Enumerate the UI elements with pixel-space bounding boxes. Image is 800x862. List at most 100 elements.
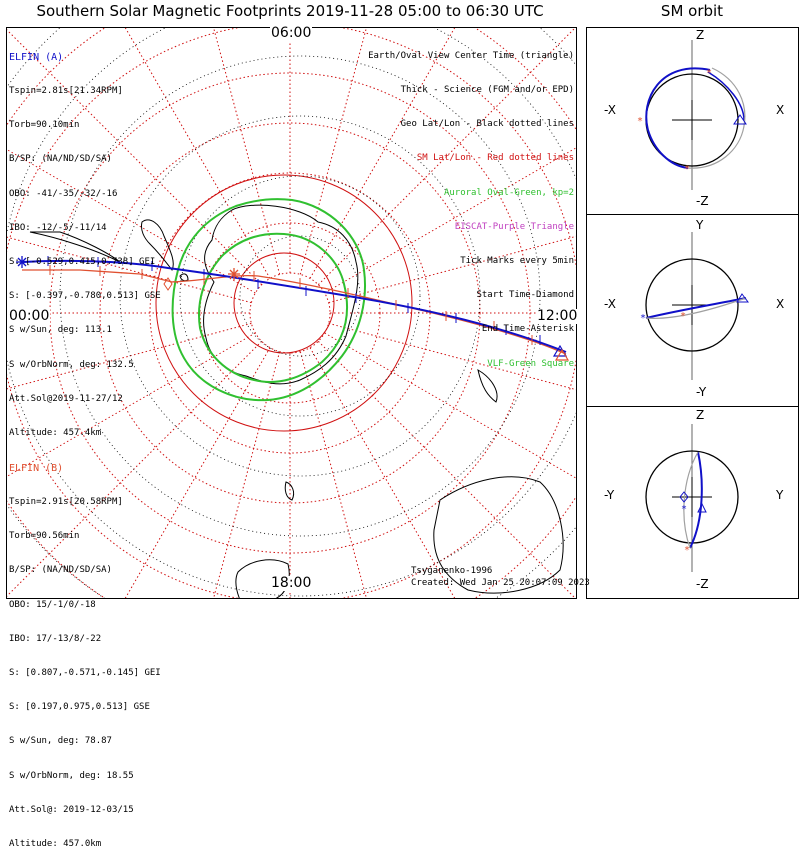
elfin-a-line: Att.Sol@2019-11-27/12 (9, 393, 123, 404)
australia-coastline (433, 476, 564, 594)
elfin-a-line: OBO: -41/-35/-32/-16 (9, 188, 118, 199)
legend-item: SM Lat/Lon - Red dotted lines (416, 153, 574, 164)
hour-label-left: 00:00 (8, 308, 51, 324)
sm-longitude-line (317, 28, 576, 286)
elfin-b-end-asterisk (228, 268, 240, 280)
sm-longitude-line (7, 340, 263, 597)
new-zealand-coastline (477, 369, 498, 403)
sm-latitude-circle-solid (155, 174, 413, 432)
south-america-coastline (141, 219, 174, 271)
sm-latitude-circle (199, 222, 381, 404)
svg-text:*: * (637, 116, 643, 127)
elfin-b-line: OBO: 15/-1/0/-18 (9, 599, 96, 610)
island-coastline (284, 481, 295, 501)
geo-latitude-circle (179, 175, 421, 417)
hour-label-right: 12:00 (536, 308, 579, 324)
orbit-axis-left: -X (604, 297, 616, 311)
legend-item: Geo Lat/Lon - Black dotted lines (400, 119, 574, 130)
svg-text:*: * (640, 313, 646, 324)
orbit-axis-bottom: -Z (696, 577, 709, 591)
sm-longitude-line (309, 347, 456, 598)
elfin-a-line: Altitude: 457.4km (9, 428, 102, 439)
sm-longitude-line (317, 340, 576, 598)
elfin-b-line: B/SP: (NA/ND/SD/SA) (9, 565, 112, 576)
legend-item: Start Time-Diamond (476, 290, 574, 301)
sm-longitude-line (299, 351, 367, 598)
sm-longitude-line (7, 29, 263, 286)
elfin-a-line: IBO: -12/-5/-11/14 (9, 222, 107, 233)
model-credit: Tsyganenko-1996 (411, 566, 493, 576)
hour-label-bottom: 18:00 (270, 575, 313, 591)
elfin-b-line: Att.Sol@: 2019-12-03/15 (9, 804, 134, 815)
elfin-b-name: ELFIN (B) (9, 462, 64, 474)
legend-item: Auroral Oval-Green, kp=2 (443, 187, 574, 198)
elfin-a-info: ELFIN (A) Tspin=2.81s[21.34RPM] Torb=90.… (9, 29, 161, 451)
svg-text:*: * (680, 311, 686, 322)
elfin-b-line: S: [0.807,-0.571,-0.145] GEI (9, 668, 161, 679)
svg-text:*: * (684, 545, 690, 556)
elfin-b-line: S: [0.197,0.975,0.513] GSE (9, 702, 150, 713)
elfin-b-line: Altitude: 457.0km (9, 839, 102, 850)
orbit-axis-left: -X (604, 103, 616, 117)
sm-longitude-line (213, 351, 281, 598)
island-coastline (179, 273, 189, 282)
orbit-axis-right: Y (776, 488, 784, 502)
orbit-panel-xz: * * * (637, 40, 747, 190)
orbit-panel-yz: * * (645, 424, 739, 572)
elfin-b-line: Tspin=2.91s[20.58RPM] (9, 497, 123, 508)
svg-text:*: * (706, 68, 712, 79)
elfin-a-line: B/SP: (NA/ND/SD/SA) (9, 154, 112, 165)
orbit-title: SM orbit (660, 2, 724, 20)
legend-item: EISCAT-Purple Triangle (454, 221, 574, 232)
auroral-oval-outer (171, 198, 366, 402)
orbit-axis-bottom: -Z (696, 194, 709, 208)
orbit-panel-xy: * * (640, 232, 749, 380)
elfin-b-start-diamond (163, 277, 173, 291)
legend-item: VLF-Green Square (487, 358, 574, 369)
legend-item: Earth/Oval View Center Time (triangle) (368, 50, 574, 61)
svg-text:*: * (684, 164, 690, 175)
sm-latitude-circle (249, 272, 331, 354)
elfin-a-line: S w/Sun, deg: 113.1 (9, 325, 112, 336)
sm-latitude-circle-solid (233, 252, 335, 354)
sm-latitude-circle (99, 122, 481, 504)
elfin-b-line: S w/Sun, deg: 78.87 (9, 736, 112, 747)
auroral-oval-inner (198, 232, 348, 383)
orbit-axis-right: X (776, 297, 785, 311)
legend: Earth/Oval View Center Time (triangle) T… (368, 28, 574, 381)
orbit-panel-frame (586, 27, 799, 599)
geo-latitude-circle (59, 55, 541, 537)
elfin-b-info: ELFIN (B) Tspin=2.91s[20.58RPM] Torb=90.… (9, 440, 161, 862)
elfin-a-line: S: [-0.397,-0.780,0.513] GSE (9, 291, 161, 302)
legend-item: End Time-Asterisk (481, 324, 574, 335)
created-timestamp: Created: Wed Jan 25 20:07:09 2023 (411, 578, 590, 588)
svg-text:*: * (681, 504, 687, 515)
antarctica-coastline (203, 204, 359, 385)
elfin-b-line: Torb=90.56min (9, 531, 80, 542)
main-figure: * * * * * * * (6, 27, 799, 599)
elfin-a-line: S: [-0.529,0.415,0.738] GEI (9, 257, 156, 268)
elfin-b-line: IBO: 17/-13/8/-22 (9, 633, 102, 644)
elfin-a-track (21, 259, 567, 353)
hour-label-top: 06:00 (270, 25, 313, 41)
elfin-a-end-asterisk (16, 256, 28, 268)
orbit-axis-left: -Y (604, 488, 615, 502)
track-tick-marks (47, 256, 541, 345)
elfin-a-line: Torb=90.10min (9, 120, 80, 131)
orbit-axis-bottom: -Y (696, 385, 707, 399)
elfin-b-track (22, 269, 567, 355)
orbit-axis-right: X (776, 103, 785, 117)
elfin-a-line: Tspin=2.81s[21.34RPM] (9, 86, 123, 97)
elfin-b-line: S w/OrbNorm, deg: 18.55 (9, 770, 134, 781)
geo-latitude-circle (119, 115, 481, 477)
legend-item: Thick - Science (FGM and/or EPD) (400, 85, 574, 96)
plot-title: Southern Solar Magnetic Footprints 2019-… (36, 2, 544, 20)
elfin-a-line: S w/OrbNorm, deg: 132.5 (9, 359, 134, 370)
orbit-axis-top: Z (696, 408, 705, 422)
orbit-axis-top: Y (696, 218, 704, 232)
sm-orbit-plots: * * * * * * * (637, 40, 749, 572)
coastlines (29, 204, 564, 598)
legend-item: Tick Marks every 5min (460, 256, 574, 267)
orbit-axis-top: Z (696, 28, 705, 42)
elfin-b-center-triangle (554, 348, 570, 361)
